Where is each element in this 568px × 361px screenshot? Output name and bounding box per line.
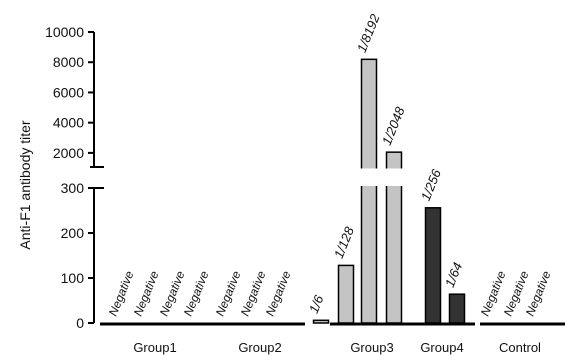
bar-label: 1/256 <box>418 166 444 202</box>
bars <box>312 58 466 324</box>
y-axis-label: Anti-F1 antibody titer <box>17 120 33 250</box>
bar-label: 1/6 <box>306 292 327 315</box>
group-label: Group2 <box>238 340 281 355</box>
group-labels: Group1 Group2 Group3 Group4 Control <box>133 340 541 355</box>
bar-label: 1/2048 <box>379 104 408 147</box>
y-tick-label: 4000 <box>53 115 84 131</box>
bar <box>337 264 355 324</box>
bar-label: 1/128 <box>331 224 357 260</box>
bar <box>360 58 378 324</box>
bar-label: 1/8192 <box>354 11 383 54</box>
bar <box>448 293 466 324</box>
y-tick-label: 2000 <box>53 145 84 161</box>
bar-label: 1/64 <box>442 260 465 289</box>
group-label: Group1 <box>133 340 176 355</box>
bar <box>312 319 330 324</box>
y-tick-label: 200 <box>61 225 85 241</box>
y-tick-label: 0 <box>76 315 84 331</box>
bar-break-gap <box>355 169 405 186</box>
y-tick-label: 100 <box>61 270 85 286</box>
bar <box>385 151 403 324</box>
y-tick-label: 6000 <box>53 84 84 100</box>
group-label: Control <box>499 340 541 355</box>
group-label: Group3 <box>350 340 393 355</box>
y-tick-label: 10000 <box>45 24 84 40</box>
y-tick-label: 300 <box>61 180 85 196</box>
y-tick-label: 8000 <box>53 54 84 70</box>
bar <box>424 207 442 324</box>
group-label: Group4 <box>420 340 463 355</box>
